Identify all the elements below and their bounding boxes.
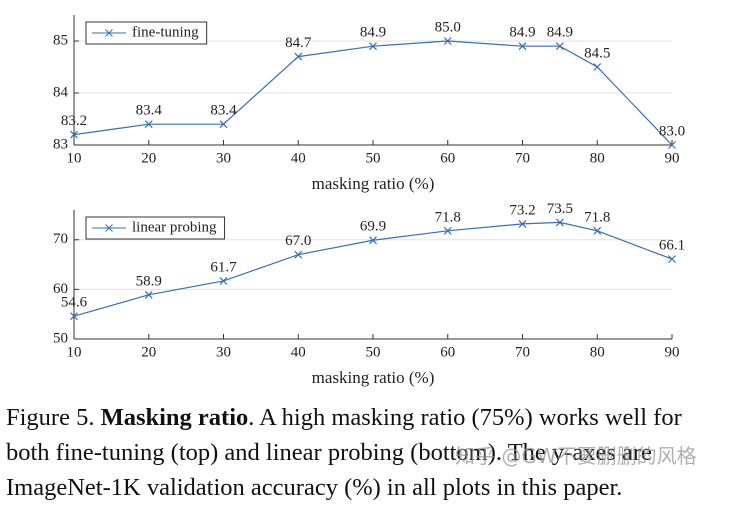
y-tick-label: 50	[53, 330, 68, 346]
x-tick-label: 30	[216, 150, 231, 166]
y-tick-label: 85	[53, 32, 68, 48]
value-label: 85.0	[435, 19, 461, 35]
caption-text: . A high masking ratio (75%) works well …	[6, 404, 682, 501]
value-label: 84.7	[285, 35, 312, 51]
value-label: 54.6	[61, 295, 88, 311]
watermark: 知乎 @GW不要删删的风格	[455, 444, 697, 468]
x-tick-label: 50	[366, 344, 381, 360]
value-label: 84.9	[547, 25, 573, 41]
x-tick-label: 60	[440, 150, 455, 166]
value-label: 66.1	[659, 238, 685, 254]
value-label: 83.4	[136, 103, 163, 119]
value-label: 67.0	[285, 233, 311, 249]
value-label: 73.2	[509, 202, 535, 218]
x-tick-label: 70	[515, 344, 530, 360]
x-axis-label: masking ratio (%)	[312, 368, 435, 387]
x-tick-label: 50	[366, 150, 381, 166]
caption-label: Figure 5.	[6, 404, 95, 431]
value-label: 83.0	[659, 123, 685, 139]
value-label: 58.9	[136, 273, 162, 289]
legend-marker	[105, 29, 113, 37]
legend-box	[85, 21, 208, 45]
legend-box	[85, 216, 226, 240]
marker	[518, 219, 527, 228]
series-line	[73, 221, 673, 317]
legend-label: fine-tuning	[132, 24, 199, 40]
marker	[668, 255, 676, 264]
x-tick-label: 10	[67, 150, 82, 166]
marker	[593, 226, 602, 235]
x-tick-label: 90	[665, 344, 680, 360]
x-tick-label: 60	[440, 344, 455, 360]
legend-marker	[105, 224, 113, 232]
marker	[294, 250, 303, 259]
y-tick-label: 60	[53, 281, 68, 297]
value-label: 61.7	[210, 259, 237, 275]
marker	[593, 63, 602, 71]
series-line	[73, 40, 673, 146]
y-tick-label: 84	[53, 84, 69, 100]
marker	[144, 290, 153, 299]
value-label: 71.8	[435, 209, 461, 225]
marker	[369, 236, 377, 245]
marker	[443, 226, 452, 235]
marker	[555, 218, 564, 227]
caption-bold: Masking ratio	[100, 404, 249, 431]
x-tick-label: 30	[216, 344, 231, 360]
x-tick-label: 10	[67, 344, 82, 360]
x-tick-label: 20	[141, 344, 156, 360]
x-tick-label: 90	[665, 150, 680, 166]
figure: 83 84 85 10 20 30 40 50 60 70 80 90 masking ratio (%…	[53, 15, 685, 387]
x-axis-label: masking ratio (%)	[312, 174, 435, 193]
marker	[518, 42, 527, 51]
marker	[668, 141, 676, 149]
marker	[219, 120, 228, 129]
value-label: 69.9	[360, 219, 386, 235]
caption: Figure 5. Masking ratio. A high masking …	[6, 400, 730, 505]
x-tick-label: 80	[590, 150, 605, 166]
marker	[144, 120, 153, 129]
x-tick-label: 20	[141, 150, 156, 166]
marker	[219, 277, 228, 285]
y-tick-label: 83	[53, 136, 68, 152]
marker	[294, 52, 303, 61]
value-label: 83.2	[61, 113, 87, 129]
marker	[70, 130, 78, 139]
x-tick-label: 40	[291, 344, 306, 360]
marker	[443, 37, 452, 45]
value-label: 84.9	[509, 25, 535, 41]
value-label: 83.4	[210, 103, 237, 119]
value-label: 73.5	[547, 201, 573, 217]
y-tick-label: 70	[53, 231, 68, 247]
x-tick-label: 80	[590, 344, 605, 360]
value-label: 84.9	[360, 25, 386, 41]
marker	[555, 42, 564, 51]
x-tick-label: 40	[291, 150, 306, 166]
marker	[369, 42, 377, 51]
x-tick-label: 70	[515, 150, 530, 166]
marker	[70, 312, 78, 321]
value-label: 84.5	[584, 45, 610, 61]
legend-label: linear probing	[132, 219, 217, 235]
value-label: 71.8	[584, 209, 610, 225]
